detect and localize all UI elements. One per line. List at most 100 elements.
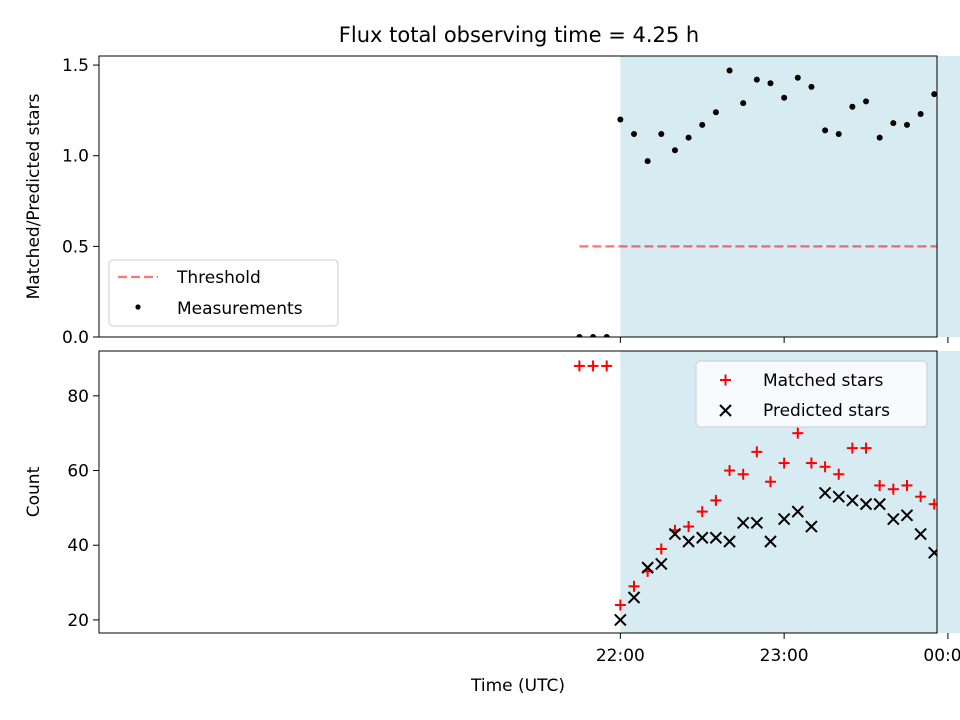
x-tick-label: 00:00 — [923, 646, 960, 666]
measurement-point — [890, 120, 897, 127]
y-tick-label: 80 — [67, 387, 89, 407]
predicted-star-point — [777, 512, 791, 526]
matched-star-point — [928, 498, 937, 510]
matched-star-point — [874, 479, 886, 491]
y-tick-label: 0.5 — [62, 237, 89, 257]
count-legend: Matched stars Predicted stars — [695, 360, 928, 428]
legend-label-threshold: Threshold — [176, 268, 261, 288]
predicted-star-point — [846, 494, 859, 507]
chart-title: Flux total observing time = 4.25 h — [339, 23, 699, 47]
y-tick-label: 0.0 — [62, 328, 89, 348]
predicted-star-point — [709, 531, 723, 544]
measurement-point — [685, 134, 692, 141]
predicted-star-point — [750, 516, 764, 530]
legend-predicted-swatch — [719, 404, 732, 417]
ratio-x-ticks — [619, 337, 949, 343]
predicted-star-point — [900, 509, 914, 522]
legend-box — [695, 360, 928, 428]
count-y-label: Count — [24, 466, 44, 517]
predicted-star-point — [668, 527, 682, 541]
matched-star-point — [887, 483, 899, 495]
matched-star-point — [778, 457, 790, 469]
matched-star-point — [805, 457, 817, 469]
legend-measurement-swatch — [135, 304, 141, 310]
measurement-point — [644, 158, 651, 165]
x-tick-label: 23:00 — [760, 646, 809, 666]
count-plot-frame — [98, 350, 938, 634]
measurement-point — [576, 334, 583, 337]
matched-star-point — [628, 580, 640, 592]
measurement-point — [712, 109, 719, 116]
measurement-point — [794, 74, 801, 81]
measurement-point — [903, 121, 910, 128]
predicted-star-point — [805, 520, 818, 533]
matched-star-point — [860, 442, 872, 454]
predicted-star-point — [928, 546, 937, 559]
measurement-point — [590, 334, 597, 337]
ratio-plot-frame — [98, 55, 938, 338]
ratio-y-axis: 0.0 0.5 1.0 1.5 — [62, 56, 99, 348]
matched-star-point — [833, 468, 845, 480]
measurement-point — [917, 111, 924, 118]
measurement-point — [863, 98, 870, 105]
legend-label-measurements: Measurements — [177, 299, 303, 319]
predicted-star-point — [887, 512, 900, 526]
measurement-point — [603, 334, 610, 337]
predicted-star-point — [682, 535, 695, 548]
matched-star-point — [901, 479, 913, 491]
predicted-star-point — [641, 561, 654, 574]
y-tick-label: 1.5 — [62, 56, 89, 76]
measurement-point — [835, 130, 842, 137]
predicted-star-point — [818, 486, 832, 500]
predicted-star-point — [764, 535, 777, 548]
measurement-point — [726, 67, 733, 74]
measurement-point — [931, 91, 937, 98]
matched-star-point — [683, 521, 695, 533]
predicted-star-point — [832, 490, 845, 503]
measurement-point — [671, 147, 678, 154]
measurement-point — [822, 127, 829, 134]
measurement-point — [740, 100, 747, 107]
predicted-star-point — [655, 557, 668, 571]
predicted-star-point — [859, 497, 873, 511]
measurement-point — [753, 76, 760, 83]
legend-matched-swatch — [720, 374, 731, 386]
y-tick-label: 1.0 — [62, 147, 89, 167]
ratio-y-label: Matched/Predicted stars — [24, 93, 44, 299]
legend-box — [108, 259, 339, 327]
y-tick-label: 20 — [67, 611, 89, 631]
legend-label-matched: Matched stars — [763, 371, 883, 391]
matched-star-point — [764, 476, 776, 488]
measurement-point — [658, 130, 665, 137]
measurement-point — [699, 121, 706, 128]
matched-star-point — [696, 506, 708, 518]
matched-star-point — [710, 494, 722, 506]
predicted-star-point — [614, 613, 627, 627]
predicted-star-point — [914, 527, 927, 541]
matched-star-point — [724, 465, 736, 477]
predicted-star-point — [627, 591, 641, 604]
matched-star-point — [573, 360, 585, 372]
matched-star-point — [792, 427, 804, 439]
matched-star-point — [601, 360, 613, 372]
y-tick-label: 40 — [67, 536, 89, 556]
y-tick-label: 60 — [67, 462, 89, 482]
matched-star-point — [614, 599, 626, 611]
count-y-axis: 20 40 60 80 — [67, 387, 99, 631]
predicted-star-point — [723, 535, 736, 548]
x-axis-label: Time (UTC) — [470, 676, 565, 696]
predicted-star-point — [696, 531, 709, 544]
matched-star-point — [751, 446, 763, 458]
measurement-point — [849, 103, 856, 110]
x-tick-label: 22:00 — [596, 646, 645, 666]
legend-label-predicted: Predicted stars — [763, 401, 890, 421]
matched-star-point — [655, 543, 667, 555]
matched-star-point — [737, 468, 749, 480]
predicted-star-point — [873, 497, 886, 511]
observing-window — [620, 56, 960, 337]
predicted-star-point — [736, 516, 750, 530]
matched-star-point — [819, 461, 831, 473]
predicted-star-point — [791, 505, 804, 518]
